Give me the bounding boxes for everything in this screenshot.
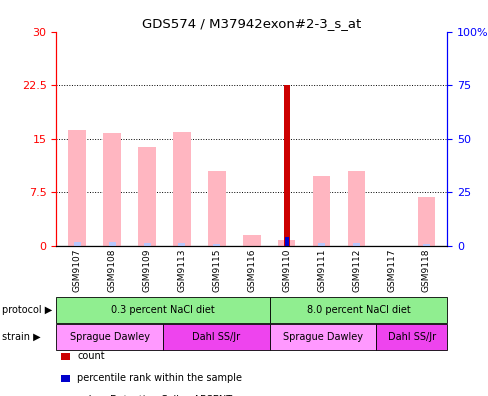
Bar — [208, 171, 225, 246]
Bar — [68, 130, 86, 246]
Text: 8.0 percent NaCl diet: 8.0 percent NaCl diet — [306, 305, 409, 315]
Bar — [312, 176, 330, 246]
Bar — [103, 133, 121, 246]
Bar — [74, 242, 81, 246]
Bar — [178, 243, 185, 246]
Text: count: count — [77, 352, 104, 362]
Bar — [143, 243, 150, 246]
Bar — [243, 235, 260, 246]
Bar — [318, 243, 325, 246]
Text: Dahl SS/Jr: Dahl SS/Jr — [387, 332, 435, 342]
Title: GDS574 / M37942exon#2-3_s_at: GDS574 / M37942exon#2-3_s_at — [142, 17, 361, 30]
Text: percentile rank within the sample: percentile rank within the sample — [77, 373, 242, 383]
Bar — [108, 242, 115, 246]
Bar — [283, 85, 289, 246]
Text: value, Detection Call = ABSENT: value, Detection Call = ABSENT — [77, 395, 232, 396]
Bar — [173, 132, 190, 246]
Text: strain ▶: strain ▶ — [2, 332, 41, 342]
Bar — [213, 244, 220, 246]
Text: Sprague Dawley: Sprague Dawley — [283, 332, 362, 342]
Bar — [422, 244, 429, 246]
Bar — [278, 240, 295, 246]
Bar — [352, 243, 359, 246]
Text: Sprague Dawley: Sprague Dawley — [69, 332, 149, 342]
Bar — [285, 237, 288, 246]
Bar — [417, 197, 434, 246]
Text: 0.3 percent NaCl diet: 0.3 percent NaCl diet — [111, 305, 214, 315]
Bar — [347, 171, 365, 246]
Bar — [138, 147, 156, 246]
Text: Dahl SS/Jr: Dahl SS/Jr — [192, 332, 240, 342]
Text: protocol ▶: protocol ▶ — [2, 305, 53, 315]
